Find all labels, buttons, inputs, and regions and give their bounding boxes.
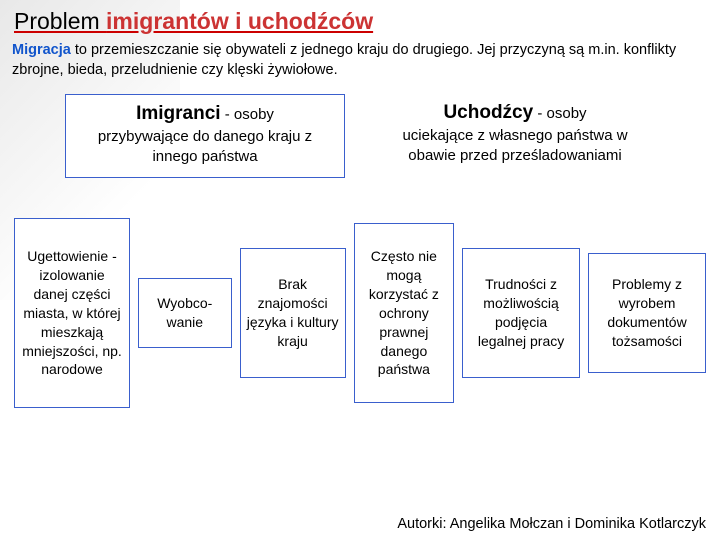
intro-rest: to przemieszczanie się obywateli z jedne…	[12, 42, 676, 78]
intro-keyword: Migracja	[12, 42, 71, 58]
title-accent: imigrantów i uchodźców	[106, 8, 373, 34]
definition-immigrants: Imigranci - osoby przybywające do danego…	[65, 94, 345, 178]
definition-refugees: Uchodźcy - osoby uciekające z własnego p…	[375, 94, 655, 178]
def-refugees-body: uciekające z własnego państwa w obawie p…	[385, 126, 645, 167]
term-refugees: Uchodźcy	[443, 102, 533, 123]
title-plain: Problem	[14, 8, 106, 34]
problems-row: Ugettowienie - izolowanie danej części m…	[10, 218, 710, 408]
authors-footer: Autorki: Angelika Mołczan i Dominika Kot…	[397, 516, 706, 532]
term-immigrants-after: - osoby	[221, 106, 274, 123]
definitions-row: Imigranci - osoby przybywające do danego…	[10, 94, 710, 178]
box-language: Brak znajomości języka i kultury kraju	[240, 248, 346, 378]
def-immigrants-body: przybywające do danego kraju z innego pa…	[76, 127, 334, 168]
box-legal-work: Trudności z możliwością podjęcia legalne…	[462, 248, 580, 378]
box-ghettoization: Ugettowienie - izolowanie danej części m…	[14, 218, 130, 408]
page-title: Problem imigrantów i uchodźców	[10, 8, 710, 35]
intro-text: Migracja to przemieszczanie się obywatel…	[10, 41, 710, 80]
term-refugees-after: - osoby	[533, 105, 586, 122]
box-alienation: Wyobco- wanie	[138, 278, 231, 348]
box-legal-protection: Często nie mogą korzystać z ochrony praw…	[354, 223, 454, 403]
box-documents: Problemy z wyrobem dokumentów tożsamości	[588, 253, 706, 373]
term-immigrants: Imigranci	[136, 103, 220, 124]
